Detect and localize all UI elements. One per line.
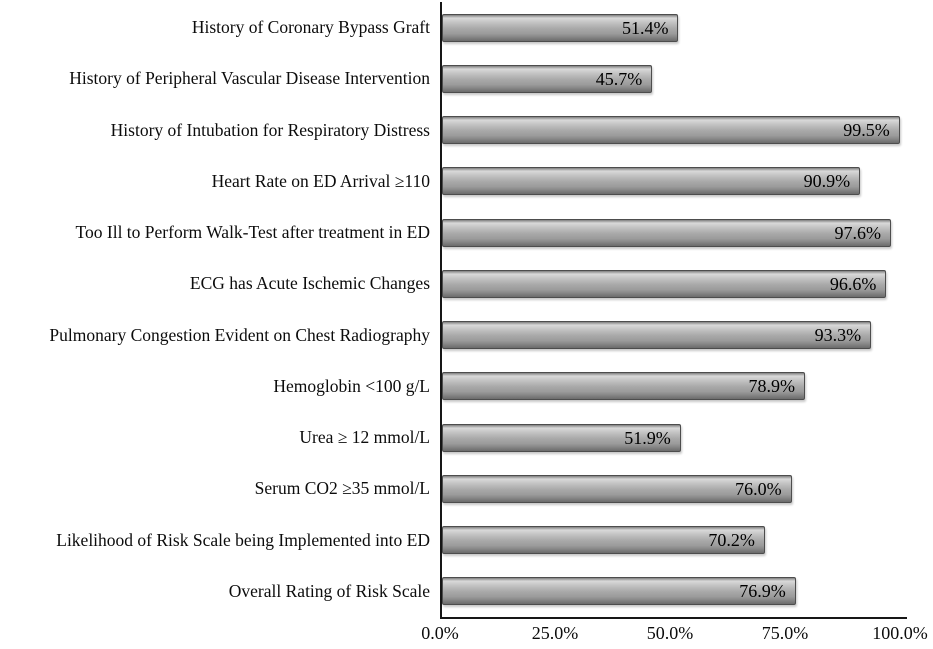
plot-area: 45.7% [440,53,933,105]
bar: 70.2% [442,526,765,555]
category-label: Likelihood of Risk Scale being Implement… [56,529,430,550]
plot-area: 76.9% [440,565,933,617]
chart-row: ECG has Acute Ischemic Changes 96.6% [0,258,933,310]
value-label: 51.4% [621,17,669,38]
value-label: 97.6% [834,222,881,243]
bar-track: 96.6% [442,258,902,309]
chart-rows: History of Coronary Bypass Graft 51.4% H… [0,2,933,617]
bar: 96.6% [442,269,887,298]
category-label: History of Coronary Bypass Graft [191,17,430,37]
value-label: 93.3% [814,325,862,346]
bar-track: 45.7% [442,53,902,104]
chart-row: Hemoglobin <100 g/L 78.9% [0,360,933,412]
bar-track: 51.4% [442,2,902,53]
bar: 76.9% [442,577,796,606]
bar-track: 99.5% [442,105,902,156]
category-label: History of Intubation for Respiratory Di… [110,119,430,140]
bar: 90.9% [442,167,861,196]
chart-row: Pulmonary Congestion Evident on Chest Ra… [0,309,933,361]
plot-area: 70.2% [440,514,933,566]
category-label: Overall Rating of Risk Scale [228,580,430,601]
plot-area: 76.0% [440,463,933,515]
value-label: 51.9% [624,427,671,448]
value-label: 96.6% [829,273,877,294]
category-label: Urea ≥ 12 mmol/L [299,427,430,447]
value-label: 76.9% [739,581,786,602]
bar: 76.0% [442,474,792,503]
bar: 97.6% [442,218,891,247]
bar-track: 90.9% [442,156,902,207]
value-label: 99.5% [843,120,890,141]
bar: 78.9% [442,372,805,401]
value-label: 76.0% [735,478,782,499]
category-label: Pulmonary Congestion Evident on Chest Ra… [49,324,430,345]
bar-track: 76.0% [442,463,902,514]
plot-area: 90.9% [440,155,933,207]
category-label: ECG has Acute Ischemic Changes [189,273,430,294]
bar-track: 51.9% [442,412,902,463]
plot-area: 93.3% [440,309,933,361]
chart-row: History of Coronary Bypass Graft 51.4% [0,2,933,54]
chart-row: Likelihood of Risk Scale being Implement… [0,514,933,566]
category-label: Too Ill to Perform Walk-Test after treat… [75,222,430,242]
x-axis-line: 0.0% 25.0% 50.0% 75.0% 100.0% [421,617,928,649]
bar: 93.3% [442,321,872,350]
x-axis-tick-label: 0.0% [421,623,459,643]
value-label: 90.9% [803,171,851,192]
x-axis-tick-label: 25.0% [531,623,579,643]
bar-track: 78.9% [442,361,902,412]
value-label: 45.7% [595,68,643,89]
chart-row: Heart Rate on ED Arrival ≥110 90.9% [0,155,933,207]
plot-area: 96.6% [440,258,933,310]
chart-row: History of Intubation for Respiratory Di… [0,104,933,156]
bar: 51.4% [442,13,679,42]
category-label: Serum CO2 ≥35 mmol/L [254,478,430,499]
plot-area: 78.9% [440,360,933,412]
x-axis-tick-label: 75.0% [761,623,809,643]
plot-area: 97.6% [440,207,933,259]
plot-area: 51.4% [440,2,933,54]
value-label: 70.2% [708,530,755,551]
category-label: Heart Rate on ED Arrival ≥110 [211,170,430,191]
chart-row: History of Peripheral Vascular Disease I… [0,53,933,105]
plot-area: 99.5% [440,104,933,156]
bar-track: 70.2% [442,515,902,566]
value-label: 78.9% [748,376,795,397]
bar-track: 97.6% [442,207,902,258]
bar: 99.5% [442,116,900,145]
category-label: Hemoglobin <100 g/L [273,375,430,396]
plot-area: 51.9% [440,412,933,464]
bar: 51.9% [442,423,681,452]
bar: 45.7% [442,64,653,93]
chart-row: Too Ill to Perform Walk-Test after treat… [0,207,933,259]
bar-track: 76.9% [442,566,902,617]
chart-row: Urea ≥ 12 mmol/L 51.9% [0,412,933,464]
category-label: History of Peripheral Vascular Disease I… [69,68,430,89]
x-axis-tick-label: 100.0% [872,623,928,643]
bar-track: 93.3% [442,310,902,361]
chart-row: Serum CO2 ≥35 mmol/L 76.0% [0,463,933,515]
x-axis-ticks: 0.0% 25.0% 50.0% 75.0% 100.0% [421,619,928,649]
chart-row: Overall Rating of Risk Scale 76.9% [0,565,933,617]
x-axis-tick-label: 50.0% [646,623,694,643]
